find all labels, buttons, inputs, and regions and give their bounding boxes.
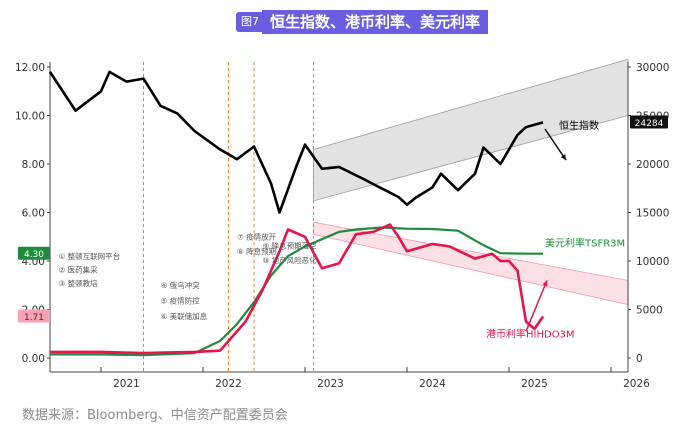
chart-title: 恒生指数、港币利率、美元利率 bbox=[262, 10, 489, 34]
source-note: 数据来源：Bloomberg、中信资产配置委员会 bbox=[22, 408, 288, 423]
event-annotation: ⑨ 降息预期落空 bbox=[263, 240, 317, 250]
hk-rate-badge-text: 1.71 bbox=[24, 313, 44, 323]
x-tick-label: 2026 bbox=[623, 378, 650, 390]
hsi-arrow-head bbox=[560, 154, 566, 161]
y-left-tick-label: 12.00 bbox=[15, 62, 45, 74]
us-rate-badge-text: 4.30 bbox=[24, 250, 44, 260]
event-annotation: ⑩ 地产风险恶化 bbox=[263, 255, 318, 265]
us-rate-badge bbox=[18, 246, 50, 260]
y-left-tick-label: 10.00 bbox=[15, 111, 45, 123]
hk-rate-arrow-head bbox=[542, 280, 548, 287]
x-tick-label: 2023 bbox=[317, 378, 344, 390]
event-annotation: ② 医药集采 bbox=[59, 265, 99, 275]
x-tick-label: 2022 bbox=[215, 378, 242, 390]
series-label: 港币利率HIHDO3M bbox=[486, 327, 575, 340]
hsi-badge bbox=[630, 115, 668, 129]
event-annotation: ⑤ 疫情防控 bbox=[161, 296, 201, 306]
hk-rate-arrow bbox=[525, 280, 548, 332]
y-right-tick-label: 15000 bbox=[636, 208, 669, 220]
x-tick-label: 2024 bbox=[419, 378, 446, 390]
series-label: 恒生指数 bbox=[559, 119, 599, 132]
y-right-tick-label: 30000 bbox=[636, 62, 669, 74]
series-line bbox=[48, 70, 544, 214]
event-annotation: ③ 整顿教培 bbox=[59, 278, 99, 288]
figure-tag: 图7 bbox=[236, 12, 264, 32]
y-right-tick-label: 5000 bbox=[636, 305, 663, 317]
y-right-tick-label: 10000 bbox=[636, 256, 669, 268]
hk-rate-badge bbox=[18, 309, 50, 323]
x-tick-label: 2021 bbox=[113, 378, 140, 390]
y-left-tick-label: 8.00 bbox=[22, 159, 45, 171]
y-left-tick-label: 6.00 bbox=[22, 208, 45, 220]
series-line bbox=[50, 226, 543, 357]
event-annotation: ④ 俄乌冲突 bbox=[161, 280, 201, 290]
x-tick-label: 2025 bbox=[521, 378, 548, 390]
hsi-arrow bbox=[544, 128, 567, 161]
y-right-tick-label: 0 bbox=[636, 353, 643, 365]
y-left-tick-label: 0.00 bbox=[22, 353, 45, 365]
event-annotation: ⑦ 疫情放开 bbox=[237, 232, 277, 242]
hsi-badge-text: 24284 bbox=[635, 119, 664, 129]
series-line bbox=[50, 223, 545, 355]
event-annotation: ① 整顿互联网平台 bbox=[59, 251, 121, 261]
event-annotation: ⑥ 美联储加息 bbox=[161, 311, 208, 321]
series-label: 美元利率TSFR3M bbox=[545, 236, 625, 249]
event-annotation: ⑧ 降息预期 bbox=[237, 246, 276, 256]
y-right-tick-label: 20000 bbox=[636, 159, 669, 171]
chart: 0.002.004.006.008.0010.0012.000500010000… bbox=[15, 58, 669, 390]
